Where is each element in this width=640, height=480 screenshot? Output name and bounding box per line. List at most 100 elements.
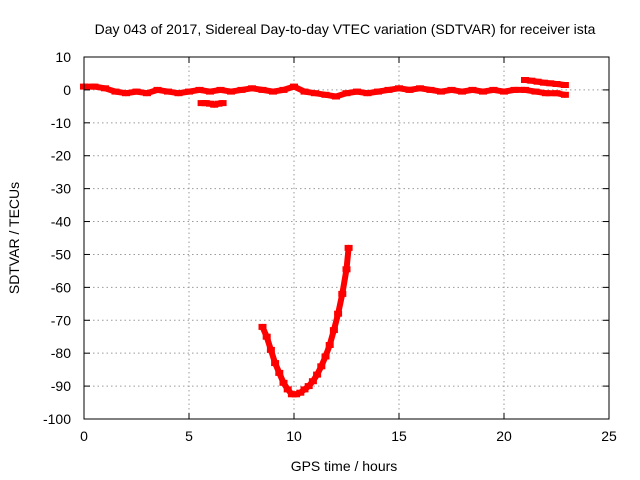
data-point <box>283 386 292 393</box>
data-point <box>275 369 284 376</box>
data-layer <box>80 77 569 398</box>
data-point <box>552 81 561 87</box>
data-point <box>542 90 550 97</box>
data-point <box>405 86 414 93</box>
y-tick-label: -40 <box>51 214 71 230</box>
data-point <box>500 88 508 95</box>
data-point <box>321 91 330 98</box>
data-point <box>132 88 141 95</box>
data-point <box>248 85 256 92</box>
data-point <box>111 88 120 95</box>
x-tick-label: 20 <box>496 428 512 444</box>
data-point <box>416 85 424 92</box>
data-point <box>521 86 529 93</box>
data-point <box>218 100 227 107</box>
data-point <box>300 88 309 95</box>
data-point <box>329 327 338 334</box>
y-tick-label: -60 <box>51 279 71 295</box>
x-tick-label: 10 <box>286 428 302 444</box>
data-point <box>214 100 223 107</box>
data-point <box>90 83 99 90</box>
data-point <box>292 391 301 398</box>
y-tick-label: -70 <box>51 312 71 328</box>
data-point <box>539 79 548 86</box>
data-point <box>458 88 466 95</box>
data-point <box>510 86 519 93</box>
data-point <box>266 346 275 353</box>
data-point <box>560 82 569 88</box>
data-point <box>153 86 162 93</box>
data-point <box>313 371 322 378</box>
data-point <box>338 290 347 297</box>
data-point <box>164 88 172 95</box>
data-point <box>342 90 351 97</box>
data-point <box>489 86 498 93</box>
data-point <box>197 100 206 107</box>
data-point <box>332 93 340 100</box>
data-point <box>521 77 529 83</box>
data-point <box>237 86 246 93</box>
data-point <box>426 86 435 93</box>
data-point <box>195 86 204 93</box>
data-point <box>206 88 214 95</box>
data-point <box>296 389 305 396</box>
data-point <box>546 80 555 87</box>
y-axis-label: SDTVAR / TECUs <box>6 182 22 294</box>
data-point <box>101 85 109 92</box>
x-axis-label: GPS time / hours <box>291 458 398 474</box>
data-point <box>227 88 235 95</box>
y-tick-label: -20 <box>51 148 71 164</box>
data-point <box>122 90 130 97</box>
data-point <box>258 323 267 330</box>
data-point <box>216 86 225 93</box>
data-point <box>384 86 393 93</box>
data-point <box>210 101 219 108</box>
data-point <box>317 363 326 370</box>
x-tick-label: 5 <box>185 428 193 444</box>
data-point <box>174 90 183 97</box>
data-point <box>311 90 319 97</box>
data-point <box>479 88 487 95</box>
data-point <box>269 88 277 95</box>
data-point <box>468 86 477 93</box>
data-point <box>279 86 288 93</box>
data-point <box>290 83 298 90</box>
plot-frame <box>83 56 610 420</box>
y-tick-label: -50 <box>51 246 71 262</box>
data-point <box>201 100 210 107</box>
data-point <box>185 88 193 95</box>
data-point <box>363 90 372 97</box>
data-point <box>527 77 536 84</box>
data-point <box>262 333 271 340</box>
data-point <box>325 342 334 348</box>
y-tick-label: -30 <box>51 181 71 197</box>
data-point <box>437 88 445 95</box>
y-tick-label: -10 <box>51 115 71 131</box>
data-point <box>552 90 561 97</box>
data-point <box>258 86 267 93</box>
data-point <box>321 353 330 360</box>
data-point <box>334 310 343 317</box>
y-tick-label: -80 <box>51 345 71 361</box>
chart-title: Day 043 of 2017, Sidereal Day-to-day VTE… <box>95 21 596 37</box>
data-point <box>342 266 351 273</box>
data-point <box>279 379 288 386</box>
y-tick-label: -90 <box>51 378 71 394</box>
data-point <box>287 391 296 398</box>
data-point <box>353 88 361 95</box>
data-point <box>143 90 151 97</box>
x-tick-label: 25 <box>601 428 617 444</box>
data-point <box>271 360 280 367</box>
y-tick-label: -100 <box>43 411 71 427</box>
x-tick-label: 0 <box>80 428 88 444</box>
data-point <box>206 100 214 107</box>
data-point <box>308 378 317 385</box>
data-point <box>304 383 313 390</box>
data-point <box>531 88 540 95</box>
data-point <box>560 91 569 98</box>
data-point <box>395 85 403 92</box>
y-tick-label: 10 <box>55 49 71 65</box>
data-point <box>344 244 353 251</box>
